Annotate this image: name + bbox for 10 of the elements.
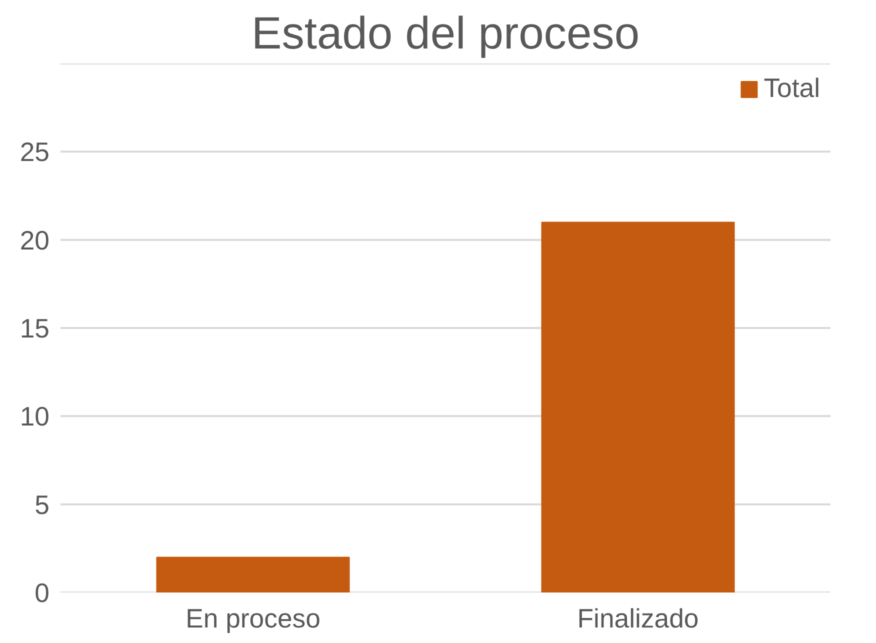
legend-label: Total xyxy=(764,73,820,104)
y-tick-label: 5 xyxy=(34,490,50,520)
y-tick-label: 25 xyxy=(20,137,50,168)
y-tick-label: 0 xyxy=(34,578,50,608)
y-tick-label: 10 xyxy=(20,402,50,432)
chart-title: Estado del proceso xyxy=(251,8,640,58)
x-tick-label: Finalizado xyxy=(577,604,699,634)
y-tick-label: 15 xyxy=(20,314,50,344)
x-tick-label: En proceso xyxy=(186,604,320,634)
y-tick-label: 20 xyxy=(20,225,50,256)
